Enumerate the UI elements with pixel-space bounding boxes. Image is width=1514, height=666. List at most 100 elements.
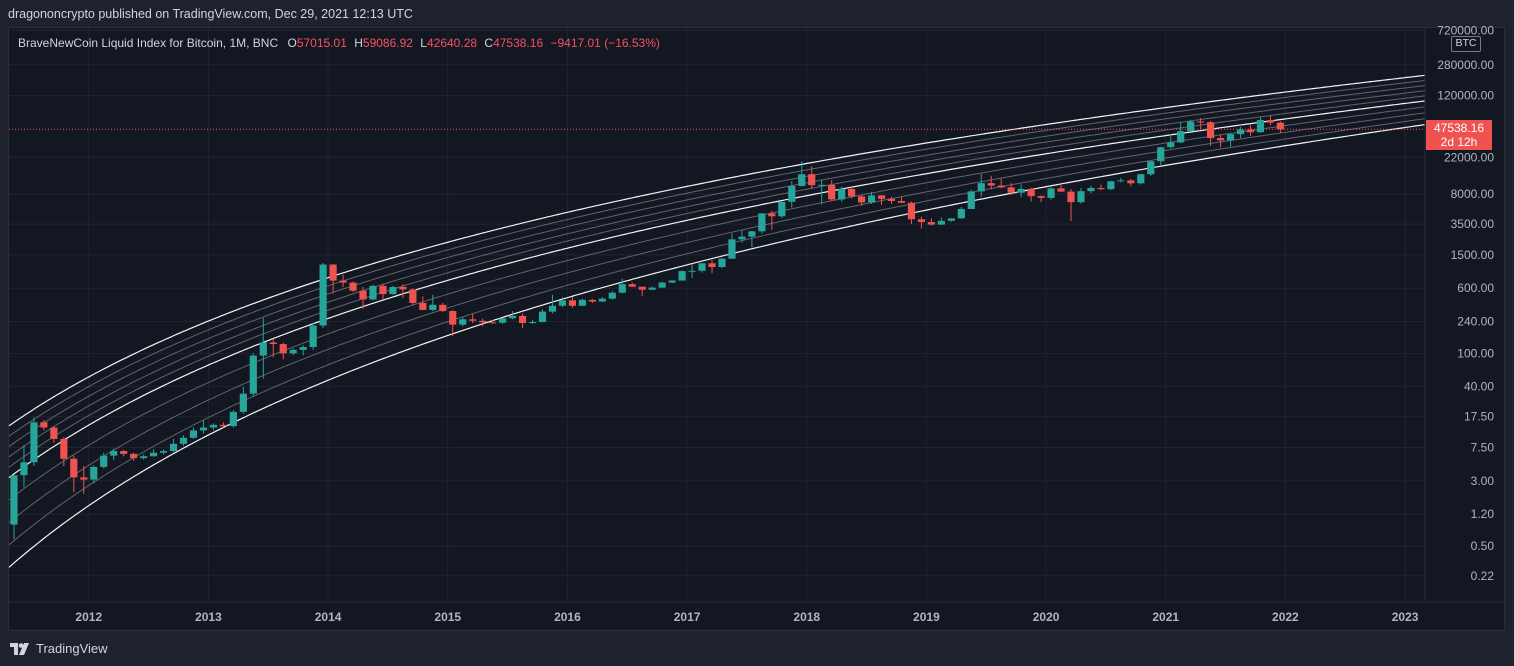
candles	[10, 115, 1284, 540]
candle-body	[279, 344, 287, 354]
price-tick-label: 1.20	[1471, 507, 1495, 521]
time-tick-label: 2021	[1152, 610, 1179, 624]
candle-body	[159, 451, 168, 453]
candle-body	[329, 264, 337, 281]
candle-body	[508, 315, 517, 319]
open-value: 57015.01	[296, 36, 347, 50]
candle-body	[459, 319, 467, 325]
candle-body	[90, 466, 98, 480]
candle-body	[70, 458, 78, 478]
candle-body	[20, 462, 28, 476]
candle-body	[848, 188, 856, 197]
chart-pane[interactable]	[8, 27, 1505, 631]
candle-body	[788, 185, 796, 202]
candle-body	[130, 453, 138, 459]
candle-body	[867, 195, 876, 203]
candle-body	[10, 475, 18, 525]
candle-body	[1236, 129, 1245, 135]
candle-body	[1207, 122, 1215, 139]
price-tick-label: 0.22	[1471, 569, 1495, 583]
candle-body	[30, 422, 38, 463]
candle-body	[449, 311, 457, 325]
band-bottom-line	[8, 124, 1426, 568]
candle-body	[917, 219, 926, 223]
candle-body	[479, 320, 487, 323]
candle-body	[528, 321, 537, 324]
candle-body	[618, 284, 626, 293]
symbol-legend: BraveNewCoin Liquid Index for Bitcoin, 1…	[18, 36, 664, 50]
candle-body	[140, 456, 148, 459]
candle-body	[1057, 188, 1065, 192]
price-tick-label: 17.50	[1464, 410, 1494, 424]
low-label: L	[420, 36, 427, 50]
candle-body	[748, 231, 756, 237]
price-tick-label: 8000.00	[1451, 187, 1495, 201]
price-tick-label: 280000.00	[1437, 58, 1494, 72]
band-top-line	[8, 74, 1426, 427]
candle-body	[269, 342, 277, 345]
price-tick-label: 3500.00	[1451, 217, 1495, 231]
time-tick-label: 2023	[1392, 610, 1419, 624]
candle-body	[818, 184, 826, 186]
candle-body	[339, 280, 347, 283]
band-inner-line	[8, 85, 1426, 447]
tradingview-brand[interactable]: TradingView	[36, 641, 108, 656]
candle-body	[828, 184, 836, 200]
candle-body	[548, 305, 557, 312]
candle-body	[399, 287, 407, 290]
candle-body	[1226, 134, 1235, 141]
candle-body	[957, 208, 965, 219]
candle-body	[658, 282, 666, 288]
candle-body	[1127, 180, 1135, 184]
price-tick-label: 22000.00	[1444, 150, 1494, 164]
time-tick-label: 2013	[195, 610, 222, 624]
band-mid-line	[8, 100, 1426, 479]
candle-body	[429, 304, 437, 310]
time-tick-label: 2018	[793, 610, 820, 624]
candle-body	[110, 451, 118, 456]
candle-body	[668, 280, 676, 283]
candle-body	[239, 393, 247, 412]
tradingview-logo-icon[interactable]	[10, 642, 30, 655]
candle-body	[1117, 180, 1125, 182]
candle-body	[1266, 119, 1275, 123]
candle-body	[1177, 131, 1185, 143]
candle-body	[1027, 188, 1035, 197]
time-tick-label: 2012	[75, 610, 102, 624]
close-label: C	[484, 36, 494, 50]
band-inner-line	[8, 106, 1426, 501]
candle-body	[778, 201, 786, 217]
candle-body	[249, 355, 257, 394]
candle-body	[1087, 187, 1095, 192]
last-price-value: 47538.16	[1433, 121, 1485, 135]
candle-body	[1067, 191, 1075, 203]
candle-body	[708, 263, 716, 267]
high-label: H	[354, 36, 363, 50]
time-tick-label: 2020	[1033, 610, 1060, 624]
candle-body	[199, 427, 208, 431]
candle-body	[229, 411, 237, 427]
candle-body	[489, 322, 497, 324]
candle-body	[907, 202, 916, 220]
candle-body	[877, 195, 886, 199]
candle-body	[638, 286, 646, 290]
candle-body	[1007, 187, 1015, 193]
candle-body	[100, 455, 108, 467]
candle-body	[798, 174, 806, 186]
price-tick-label: 7.50	[1471, 441, 1495, 455]
time-tick-label: 2017	[674, 610, 701, 624]
time-axis: 2012 2013 2014 2015 2016 2017 2018 2019 2020 2021…	[75, 610, 1418, 624]
candle-body	[1147, 161, 1155, 175]
symbol-description: BraveNewCoin Liquid Index for Bitcoin, 1…	[18, 36, 279, 50]
candle-body	[1037, 196, 1045, 198]
high-value: 59086.92	[362, 36, 413, 50]
candle-body	[698, 263, 706, 271]
band-inner-line	[8, 80, 1426, 437]
candle-body	[50, 427, 58, 439]
candle-body	[608, 292, 616, 299]
candle-body	[419, 302, 427, 310]
currency-badge[interactable]: BTC	[1451, 36, 1481, 52]
price-tick-label: 240.00	[1457, 315, 1494, 329]
time-tick-label: 2016	[554, 610, 581, 624]
